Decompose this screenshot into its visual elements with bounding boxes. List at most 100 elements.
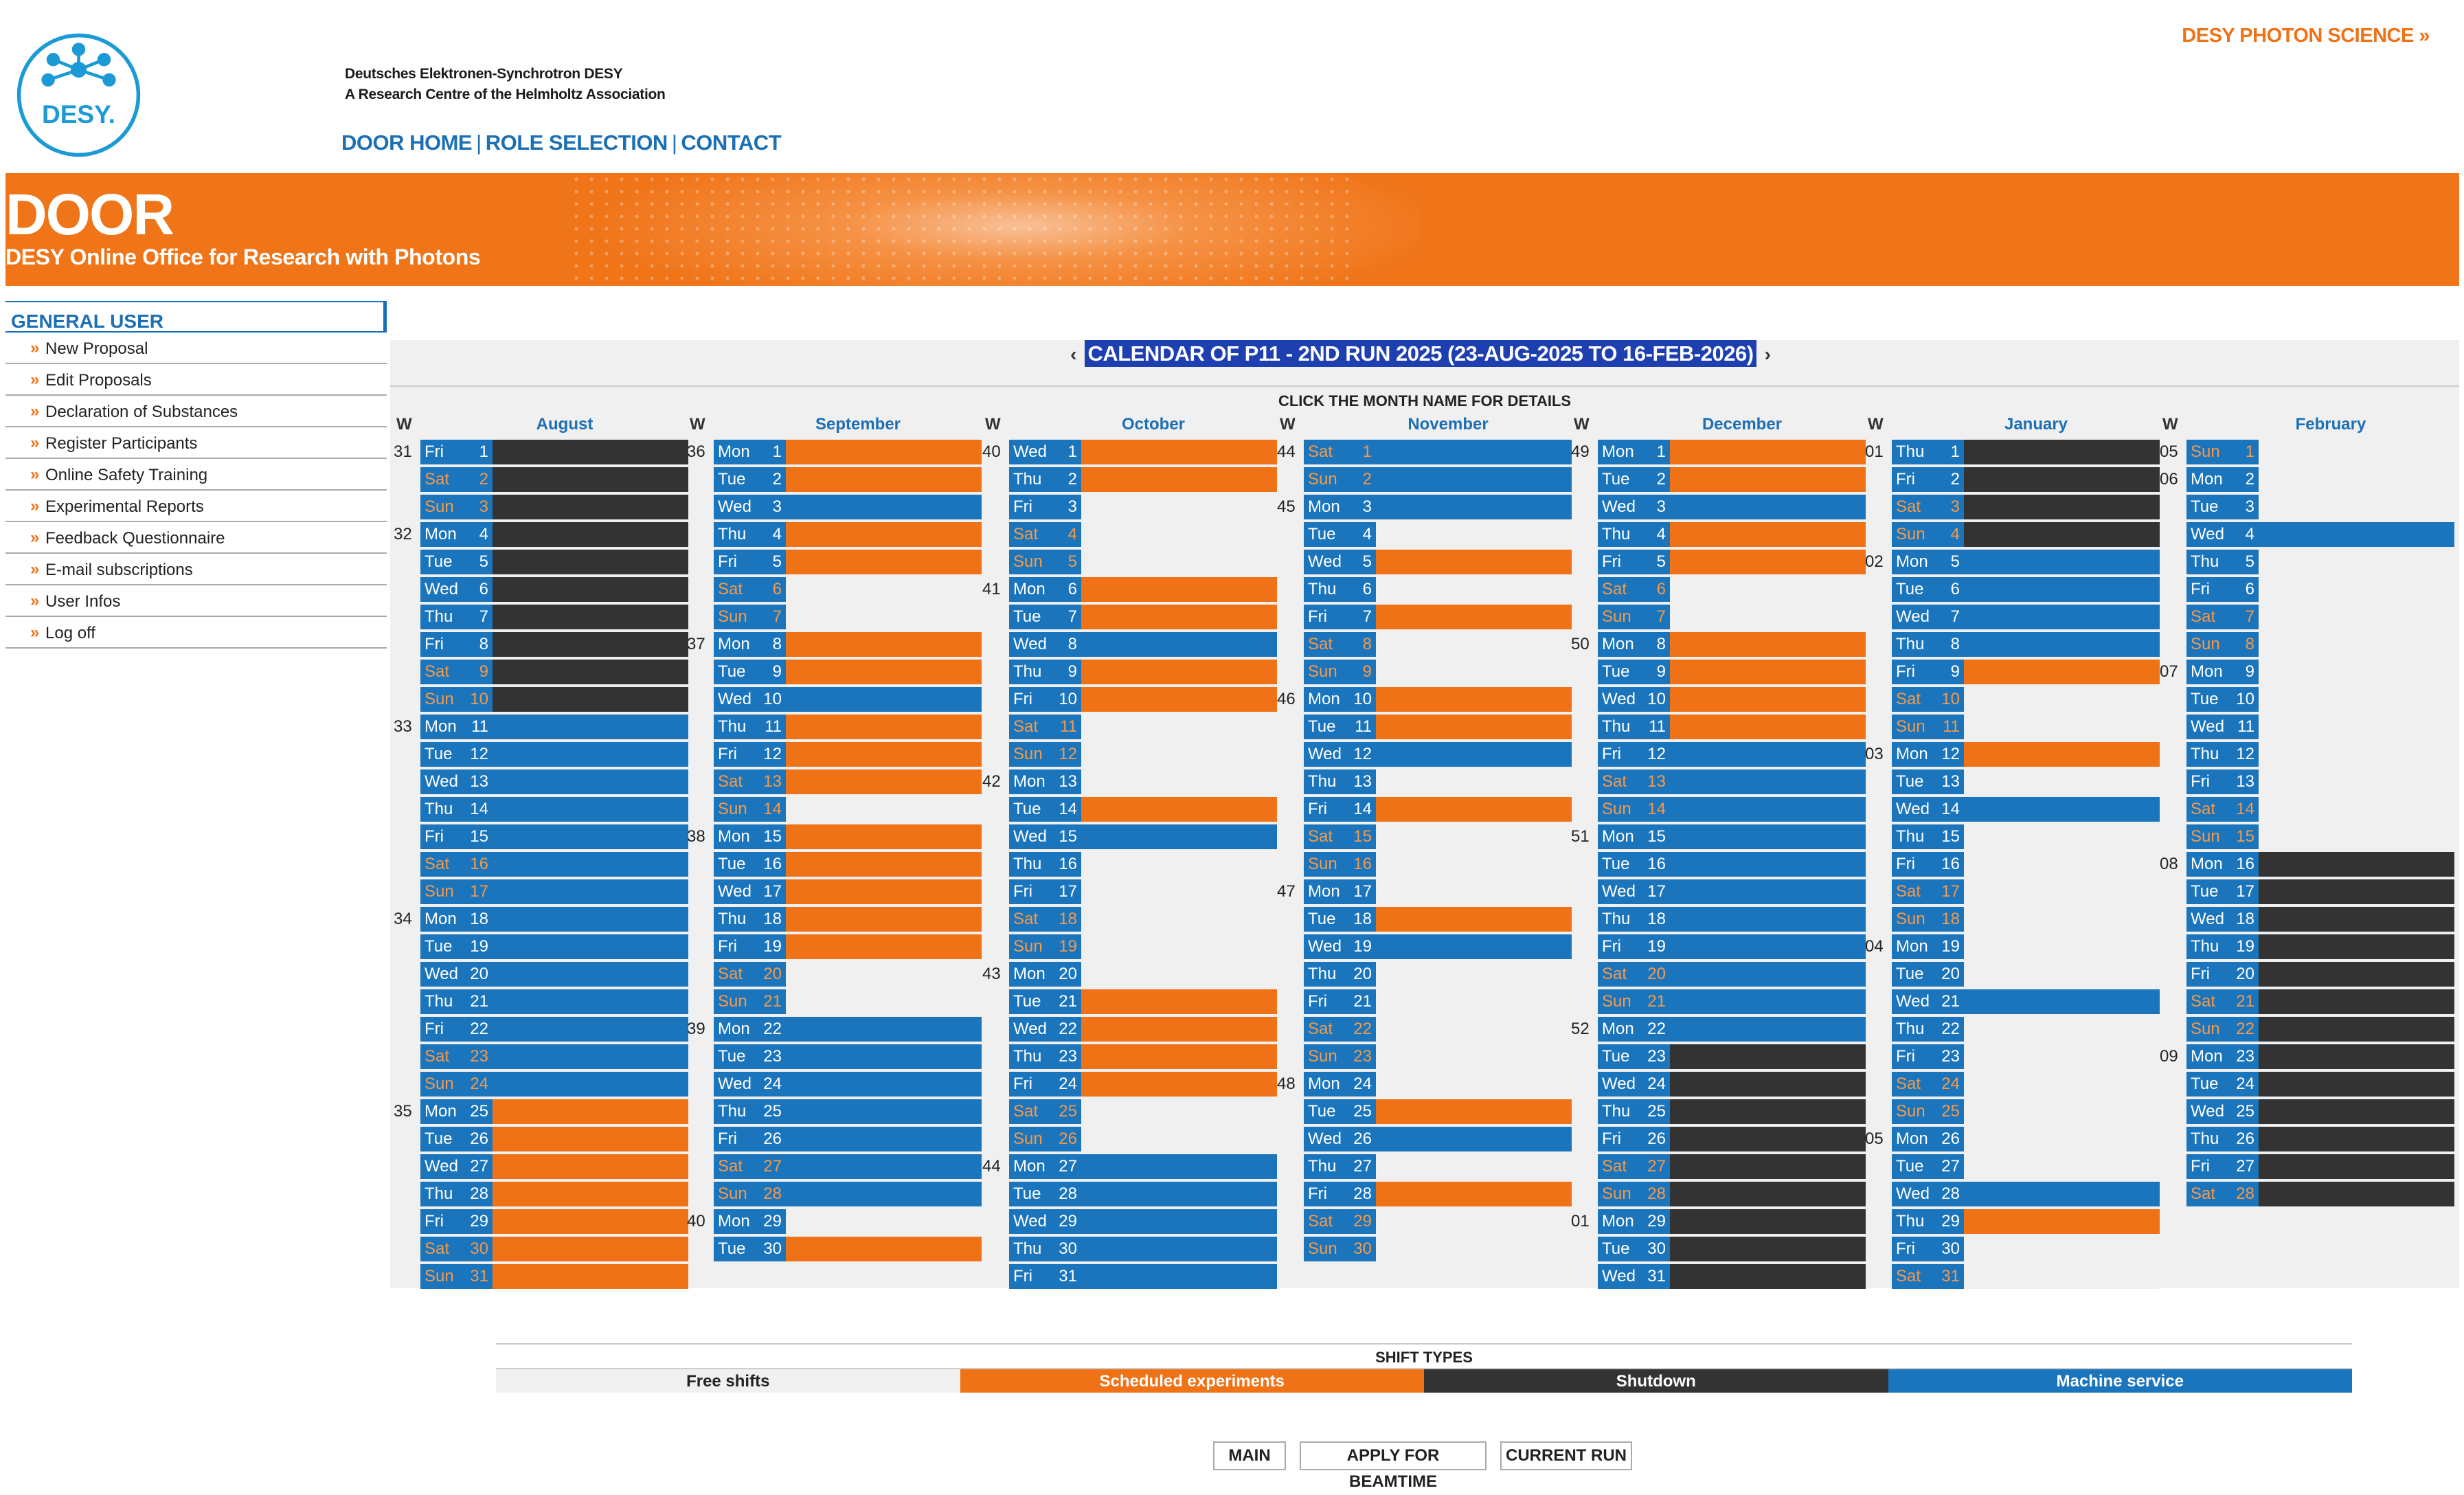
shift-bar[interactable] xyxy=(1670,879,1866,904)
shift-bar[interactable] xyxy=(1081,1237,1277,1261)
shift-bar[interactable] xyxy=(1670,1154,1866,1179)
shift-bar[interactable] xyxy=(1964,687,2160,712)
shift-bar[interactable] xyxy=(1670,1209,1866,1234)
shift-bar[interactable] xyxy=(1964,1017,2160,1042)
shift-bar[interactable] xyxy=(1376,879,1572,904)
shift-bar[interactable] xyxy=(1081,1264,1277,1289)
shift-bar[interactable] xyxy=(493,715,688,739)
shift-bar[interactable] xyxy=(1964,660,2160,684)
shift-bar[interactable] xyxy=(1376,522,1572,547)
shift-bar[interactable] xyxy=(786,742,982,767)
shift-bar[interactable] xyxy=(493,522,688,547)
shift-bar[interactable] xyxy=(1081,1044,1277,1069)
shift-bar[interactable] xyxy=(1081,1209,1277,1234)
shift-bar[interactable] xyxy=(1670,1237,1866,1261)
shift-bar[interactable] xyxy=(786,989,982,1014)
shift-bar[interactable] xyxy=(2259,852,2454,877)
shift-bar[interactable] xyxy=(1376,1237,1572,1261)
shift-bar[interactable] xyxy=(1081,687,1277,712)
shift-bar[interactable] xyxy=(2259,577,2454,602)
shift-bar[interactable] xyxy=(1081,1072,1277,1097)
shift-bar[interactable] xyxy=(1376,605,1572,629)
shift-bar[interactable] xyxy=(1670,715,1866,739)
main-button[interactable]: MAIN xyxy=(1213,1441,1286,1470)
shift-bar[interactable] xyxy=(493,797,688,822)
nav-contact[interactable]: CONTACT xyxy=(681,131,782,155)
shift-bar[interactable] xyxy=(1964,879,2160,904)
shift-bar[interactable] xyxy=(1964,605,2160,629)
month-february[interactable]: February xyxy=(2295,415,2366,434)
shift-bar[interactable] xyxy=(2259,522,2454,547)
shift-bar[interactable] xyxy=(786,1154,982,1179)
sidebar-item-online-safety-training[interactable]: » Online Safety Training xyxy=(5,459,387,491)
shift-bar[interactable] xyxy=(2259,1072,2454,1097)
shift-bar[interactable] xyxy=(2259,715,2454,739)
shift-bar[interactable] xyxy=(493,1182,688,1206)
shift-bar[interactable] xyxy=(1376,1072,1572,1097)
sidebar-item-feedback-questionnaire[interactable]: » Feedback Questionnaire xyxy=(5,522,387,554)
shift-bar[interactable] xyxy=(1376,467,1572,492)
shift-bar[interactable] xyxy=(1670,1044,1866,1069)
shift-bar[interactable] xyxy=(786,797,982,822)
nav-door-home[interactable]: DOOR HOME xyxy=(341,131,473,155)
shift-bar[interactable] xyxy=(1670,687,1866,712)
shift-bar[interactable] xyxy=(1964,907,2160,932)
sidebar-item-edit-proposals[interactable]: » Edit Proposals xyxy=(5,364,387,396)
sidebar-item-user-infos[interactable]: » User Infos xyxy=(5,585,387,617)
prev-run-arrow[interactable]: ‹ xyxy=(1070,344,1077,365)
month-october[interactable]: October xyxy=(1121,415,1185,434)
sidebar-item-declaration-of-substances[interactable]: » Declaration of Substances xyxy=(5,396,387,427)
shift-bar[interactable] xyxy=(2259,1127,2454,1151)
shift-bar[interactable] xyxy=(493,1237,688,1261)
shift-bar[interactable] xyxy=(1376,907,1572,932)
shift-bar[interactable] xyxy=(1670,824,1866,849)
shift-bar[interactable] xyxy=(1081,934,1277,959)
shift-bar[interactable] xyxy=(1081,440,1277,464)
shift-bar[interactable] xyxy=(1376,824,1572,849)
shift-bar[interactable] xyxy=(786,1237,982,1261)
shift-bar[interactable] xyxy=(2259,1182,2454,1206)
shift-bar[interactable] xyxy=(786,632,982,657)
next-run-arrow[interactable]: › xyxy=(1764,344,1771,365)
shift-bar[interactable] xyxy=(1081,1154,1277,1179)
shift-bar[interactable] xyxy=(786,522,982,547)
shift-bar[interactable] xyxy=(1081,824,1277,849)
shift-bar[interactable] xyxy=(2259,467,2454,492)
shift-bar[interactable] xyxy=(1670,1127,1866,1151)
shift-bar[interactable] xyxy=(2259,495,2454,519)
shift-bar[interactable] xyxy=(1376,1044,1572,1069)
shift-bar[interactable] xyxy=(1081,715,1277,739)
shift-bar[interactable] xyxy=(1376,715,1572,739)
shift-bar[interactable] xyxy=(1964,440,2160,464)
shift-bar[interactable] xyxy=(1670,1017,1866,1042)
shift-bar[interactable] xyxy=(1670,632,1866,657)
shift-bar[interactable] xyxy=(1670,852,1866,877)
shift-bar[interactable] xyxy=(1964,824,2160,849)
shift-bar[interactable] xyxy=(1964,962,2160,987)
shift-bar[interactable] xyxy=(2259,687,2454,712)
shift-bar[interactable] xyxy=(1964,1264,2160,1289)
shift-bar[interactable] xyxy=(1081,1099,1277,1124)
shift-bar[interactable] xyxy=(1376,742,1572,767)
shift-bar[interactable] xyxy=(2259,907,2454,932)
shift-bar[interactable] xyxy=(493,687,688,712)
sidebar-item-register-participants[interactable]: » Register Participants xyxy=(5,427,387,459)
shift-bar[interactable] xyxy=(1376,1182,1572,1206)
shift-bar[interactable] xyxy=(493,852,688,877)
shift-bar[interactable] xyxy=(2259,879,2454,904)
shift-bar[interactable] xyxy=(1670,440,1866,464)
sidebar-item-experimental-reports[interactable]: » Experimental Reports xyxy=(5,491,387,522)
shift-bar[interactable] xyxy=(2259,962,2454,987)
shift-bar[interactable] xyxy=(1964,797,2160,822)
shift-bar[interactable] xyxy=(493,1264,688,1289)
shift-bar[interactable] xyxy=(493,495,688,519)
shift-bar[interactable] xyxy=(786,440,982,464)
shift-bar[interactable] xyxy=(2259,440,2454,464)
shift-bar[interactable] xyxy=(493,467,688,492)
shift-bar[interactable] xyxy=(1964,495,2160,519)
shift-bar[interactable] xyxy=(493,769,688,794)
shift-bar[interactable] xyxy=(1670,742,1866,767)
shift-bar[interactable] xyxy=(786,687,982,712)
shift-bar[interactable] xyxy=(786,660,982,684)
shift-bar[interactable] xyxy=(1376,632,1572,657)
